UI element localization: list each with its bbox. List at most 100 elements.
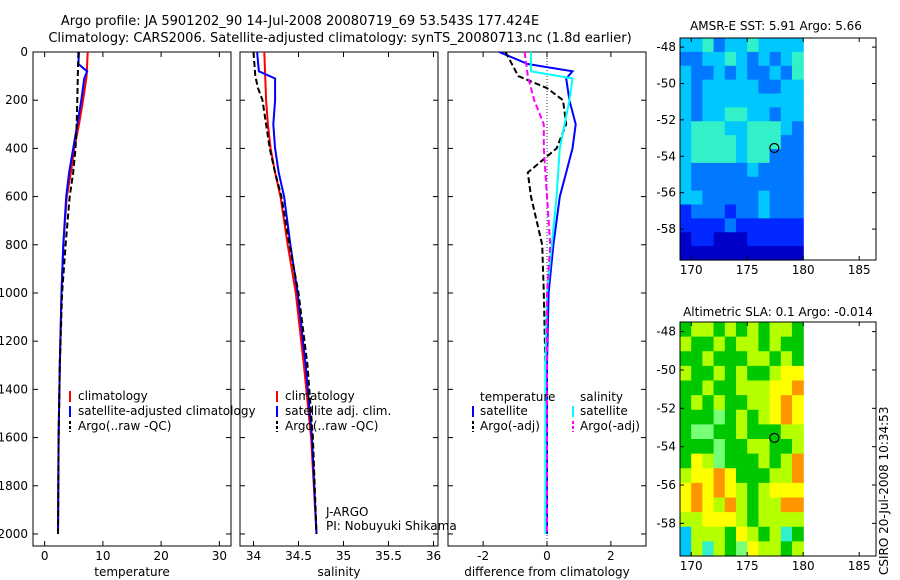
heatmap-cell — [758, 497, 771, 513]
heatmap-cell — [713, 176, 726, 192]
y-tick-label: -54 — [656, 440, 676, 454]
heatmap-cell — [724, 135, 737, 150]
heatmap-cell — [769, 204, 782, 219]
heatmap-cell — [691, 107, 703, 122]
heatmap-cell — [691, 135, 703, 150]
heatmap-cell — [758, 149, 771, 164]
legend-header-temperature: temperature — [480, 390, 555, 404]
heatmap-cell — [702, 51, 715, 67]
heatmap-cell — [769, 336, 782, 352]
heatmap-cell — [724, 395, 737, 411]
heatmap-cell — [769, 162, 782, 178]
heatmap-cell — [758, 121, 771, 136]
heatmap-cell — [747, 176, 759, 192]
annotation-pi: PI: Nobuyuki Shikama — [326, 519, 457, 533]
heatmap-cell — [792, 468, 804, 484]
y-tick-label: 2000 — [0, 527, 28, 541]
heatmap-cell — [691, 365, 703, 382]
heatmap-cell — [736, 190, 748, 206]
legend-header-salinity: salinity — [580, 390, 623, 404]
heatmap-cell — [736, 135, 748, 150]
heatmap-cell — [680, 380, 692, 396]
heatmap-cell — [769, 453, 782, 469]
heatmap-cell — [736, 380, 748, 396]
heatmap-cell — [702, 365, 715, 382]
heatmap-cell — [780, 93, 793, 108]
heatmap-cell — [758, 218, 771, 233]
heatmap-cell — [680, 453, 692, 469]
heatmap-cell — [758, 107, 771, 122]
heatmap-cell — [691, 336, 703, 352]
heatmap-cell — [680, 526, 692, 542]
heatmap-cell — [702, 218, 715, 233]
heatmap-cell — [769, 93, 782, 108]
heatmap-cell — [680, 51, 692, 67]
heatmap-cell — [780, 51, 793, 67]
heatmap-cell — [724, 176, 737, 192]
heatmap-cell — [780, 336, 793, 352]
heatmap-cell — [758, 351, 771, 367]
heatmap-cell — [680, 38, 692, 53]
heatmap-cell — [691, 541, 703, 557]
heatmap-cell — [702, 190, 715, 206]
heatmap-cell — [780, 65, 793, 81]
heatmap-cell — [724, 121, 737, 136]
heatmap-cell — [747, 79, 759, 95]
heatmap-cell — [792, 424, 804, 440]
heatmap-cell — [736, 424, 748, 440]
sst-map: 170 175 180 185 -48 -50 -52 -54 -56 -58 — [656, 37, 877, 277]
heatmap-cell — [680, 497, 692, 513]
heatmap-cell — [792, 512, 804, 528]
heatmap-cell — [792, 232, 804, 247]
heatmap-cell — [780, 497, 793, 513]
heatmap-cell — [769, 135, 782, 150]
heatmap-cell — [691, 190, 703, 206]
x-tick-label: 35 — [336, 549, 351, 563]
heatmap-cell — [702, 468, 715, 484]
heatmap-cell — [680, 176, 692, 192]
heatmap-cell — [780, 322, 793, 338]
heatmap-cell — [792, 482, 804, 499]
heatmap-cell — [758, 51, 771, 67]
heatmap-cell — [747, 512, 759, 528]
heatmap-cell — [747, 51, 759, 67]
heatmap-cell — [747, 395, 759, 411]
legend-entry: Argo(..raw -QC) — [78, 419, 171, 433]
heatmap-cell — [780, 218, 793, 233]
heatmap-cell — [736, 453, 748, 469]
heatmap-cell — [780, 149, 793, 164]
y-tick-label: 600 — [5, 190, 28, 204]
y-tick-label: 400 — [5, 141, 28, 155]
heatmap-cell — [780, 135, 793, 150]
heatmap-cell — [724, 93, 737, 108]
heatmap-cell — [736, 107, 748, 122]
heatmap-cell — [769, 38, 782, 53]
heatmap-cell — [792, 51, 804, 67]
heatmap-cell — [736, 409, 748, 425]
heatmap-cell — [702, 409, 715, 425]
heatmap-cell — [713, 232, 726, 247]
heatmap-cell — [736, 541, 748, 557]
heatmap-cell — [780, 395, 793, 411]
heatmap-cell — [702, 38, 715, 53]
heatmap-cell — [680, 439, 692, 455]
y-tick-label: -54 — [656, 149, 676, 163]
heatmap-cell — [713, 395, 726, 411]
legend-entry: Argo(-adj) — [480, 419, 540, 433]
heatmap-cell — [691, 149, 703, 164]
heatmap-cell — [747, 351, 759, 367]
heatmap-cell — [780, 79, 793, 95]
heatmap-cell — [736, 38, 748, 53]
y-tick-label: -58 — [656, 516, 676, 530]
heatmap-cell — [702, 176, 715, 192]
heatmap-cell — [713, 190, 726, 206]
heatmap-cell — [747, 365, 759, 382]
heatmap-cell — [680, 65, 692, 81]
heatmap-cell — [758, 526, 771, 542]
heatmap-cell — [769, 107, 782, 122]
heatmap-cell — [792, 322, 804, 338]
heatmap-cell — [792, 65, 804, 81]
legend-entry: Argo(-adj) — [580, 419, 640, 433]
heatmap-cell — [780, 409, 793, 425]
heatmap-cell — [792, 497, 804, 513]
